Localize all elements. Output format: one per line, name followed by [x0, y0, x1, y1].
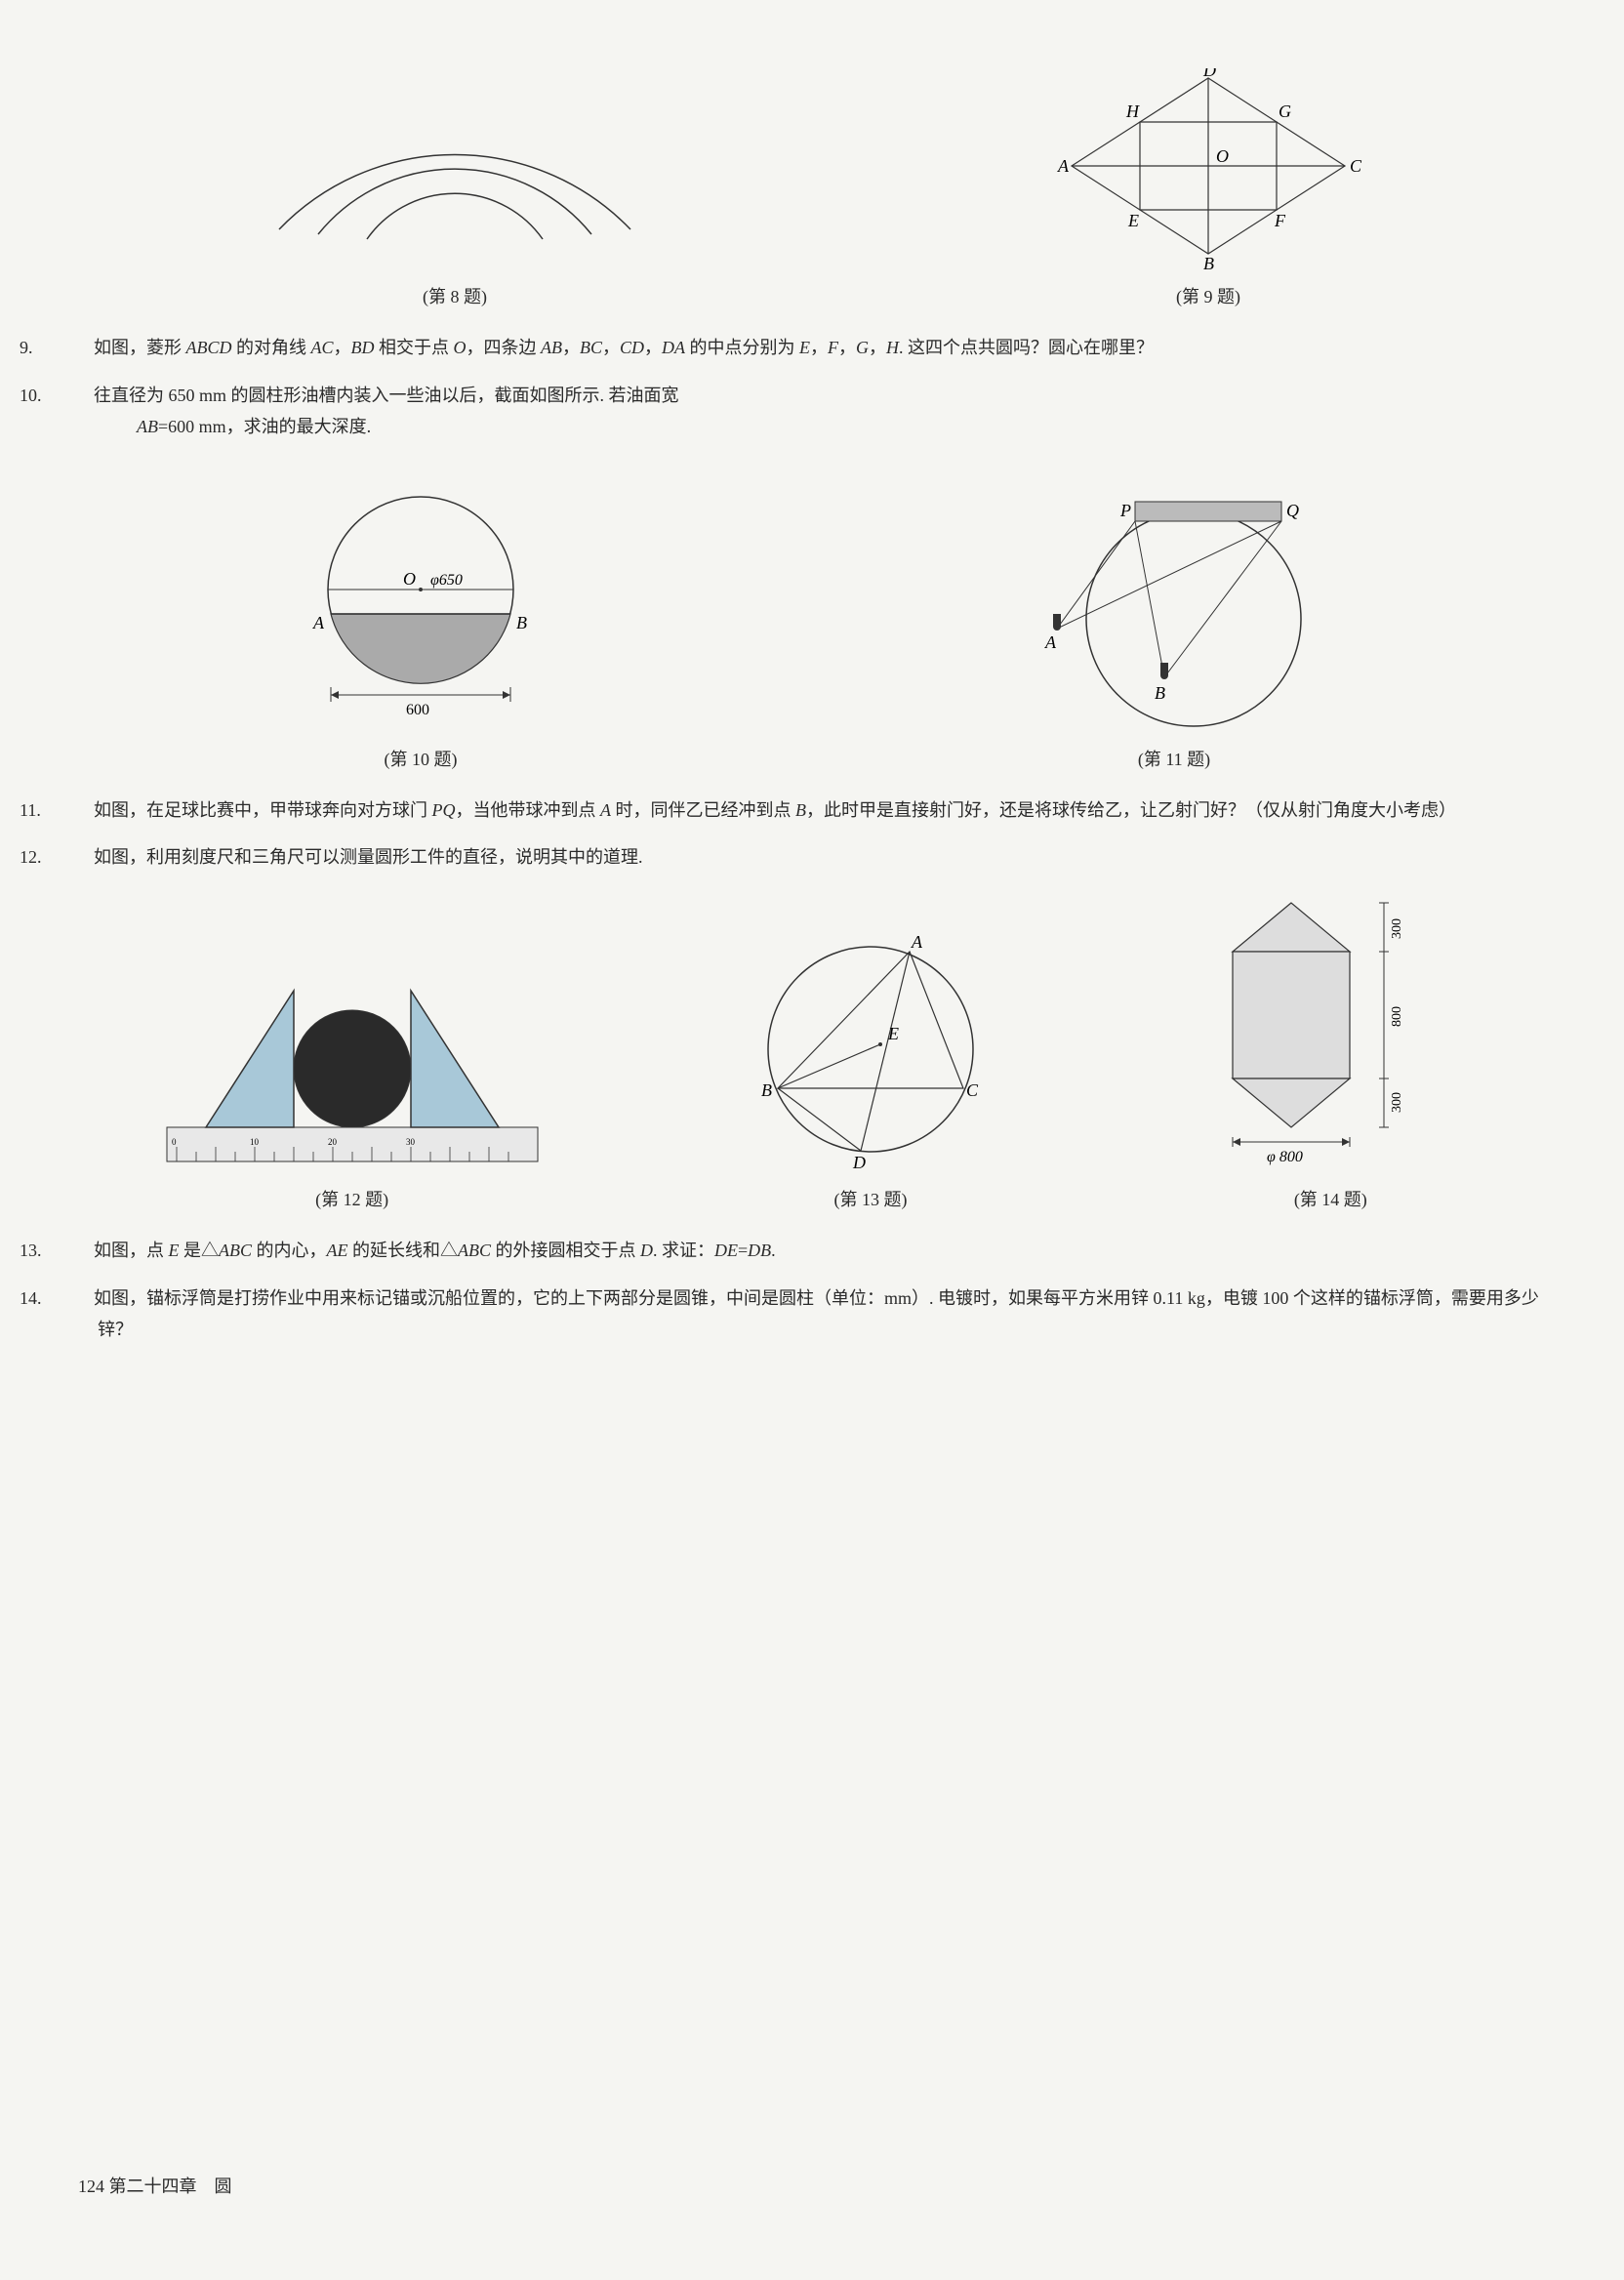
svg-text:B: B	[1155, 683, 1165, 703]
svg-text:B: B	[1203, 254, 1214, 273]
fig13-caption: (第 13 题)	[744, 1184, 997, 1215]
svg-text:A: A	[911, 932, 923, 952]
fig12-caption: (第 12 题)	[157, 1184, 548, 1215]
svg-text:G: G	[1279, 102, 1291, 121]
top-figure-row: (第 8 题) A B C D E F G H O (第 9 题)	[59, 59, 1565, 312]
svg-text:0: 0	[172, 1137, 177, 1147]
fig9-caption: (第 9 题)	[1052, 281, 1364, 312]
svg-text:H: H	[1125, 102, 1140, 121]
svg-text:Q: Q	[1286, 501, 1299, 520]
svg-text:D: D	[1202, 68, 1216, 80]
svg-text:B: B	[761, 1080, 772, 1100]
svg-text:O: O	[1216, 146, 1229, 166]
svg-text:300: 300	[1390, 918, 1404, 939]
svg-text:C: C	[1350, 156, 1362, 176]
fig9-svg: A B C D E F G H O	[1052, 68, 1364, 273]
svg-text:300: 300	[1390, 1092, 1404, 1113]
svg-text:600: 600	[406, 702, 429, 718]
figure-12: 0 10 20 30 (第 12 题)	[157, 952, 548, 1215]
svg-text:E: E	[1127, 211, 1139, 230]
figure-8: (第 8 题)	[260, 59, 650, 312]
problem-12-num: 12.	[59, 841, 94, 873]
problem-13-num: 13.	[59, 1235, 94, 1266]
figure-11: P Q A B (第 11 题)	[998, 463, 1350, 775]
problem-13: 13.如图，点 E 是△ABC 的内心，AE 的延长线和△ABC 的外接圆相交于…	[59, 1235, 1565, 1266]
chapter-title: 第二十四章 圆	[109, 2177, 232, 2196]
svg-text:A: A	[1044, 632, 1057, 652]
fig12-svg: 0 10 20 30	[157, 952, 548, 1176]
problem-10: 10.往直径为 650 mm 的圆柱形油槽内装入一些油以后，截面如图所示. 若油…	[59, 380, 1565, 443]
fig10-svg: O φ650 A B 600	[274, 472, 567, 736]
svg-text:20: 20	[328, 1137, 338, 1147]
fig14-caption: (第 14 题)	[1194, 1184, 1467, 1215]
svg-text:A: A	[1057, 156, 1070, 176]
svg-text:30: 30	[406, 1137, 416, 1147]
fig11-caption: (第 11 题)	[998, 744, 1350, 775]
fig13-svg: A B C D E	[744, 922, 997, 1176]
svg-text:O: O	[403, 569, 416, 589]
problem-9-num: 9.	[59, 332, 94, 363]
figure-9: A B C D E F G H O (第 9 题)	[1052, 68, 1364, 312]
fig8-svg	[260, 59, 650, 273]
fig10-caption: (第 10 题)	[274, 744, 567, 775]
figure-14: 300 800 300 φ 800 (第 14 题)	[1194, 893, 1467, 1215]
bottom-figure-row: 0 10 20 30 (第 12 题) A B C D E (第 13 题)	[59, 893, 1565, 1215]
svg-text:F: F	[1274, 211, 1286, 230]
svg-text:P: P	[1119, 501, 1131, 520]
fig8-caption: (第 8 题)	[260, 281, 650, 312]
page-footer: 124 第二十四章 圆	[78, 2171, 232, 2202]
problem-11-num: 11.	[59, 794, 94, 826]
svg-text:800: 800	[1390, 1006, 1404, 1027]
page-number: 124	[78, 2177, 104, 2196]
svg-text:φ650: φ650	[430, 572, 463, 589]
problem-12: 12.如图，利用刻度尺和三角尺可以测量圆形工件的直径，说明其中的道理.	[59, 841, 1565, 873]
svg-text:C: C	[966, 1080, 979, 1100]
problem-10-num: 10.	[59, 380, 94, 411]
figure-10: O φ650 A B 600 (第 10 题)	[274, 472, 567, 775]
fig14-svg: 300 800 300 φ 800	[1194, 893, 1467, 1176]
problem-14-num: 14.	[59, 1282, 94, 1314]
mid-figure-row-1: O φ650 A B 600 (第 10 题) P Q A	[59, 463, 1565, 775]
svg-text:B: B	[516, 613, 527, 632]
problem-9: 9.如图，菱形 ABCD 的对角线 AC，BD 相交于点 O，四条边 AB，BC…	[59, 332, 1565, 363]
problem-11: 11.如图，在足球比赛中，甲带球奔向对方球门 PQ，当他带球冲到点 A 时，同伴…	[59, 794, 1565, 826]
svg-text:E: E	[887, 1024, 899, 1043]
figure-13: A B C D E (第 13 题)	[744, 922, 997, 1215]
svg-text:A: A	[312, 613, 325, 632]
svg-text:10: 10	[250, 1137, 260, 1147]
svg-text:φ 800: φ 800	[1267, 1149, 1303, 1165]
svg-text:D: D	[852, 1153, 866, 1172]
fig11-svg: P Q A B	[998, 463, 1350, 736]
problem-14: 14.如图，锚标浮筒是打捞作业中用来标记锚或沉船位置的，它的上下两部分是圆锥，中…	[59, 1282, 1565, 1346]
